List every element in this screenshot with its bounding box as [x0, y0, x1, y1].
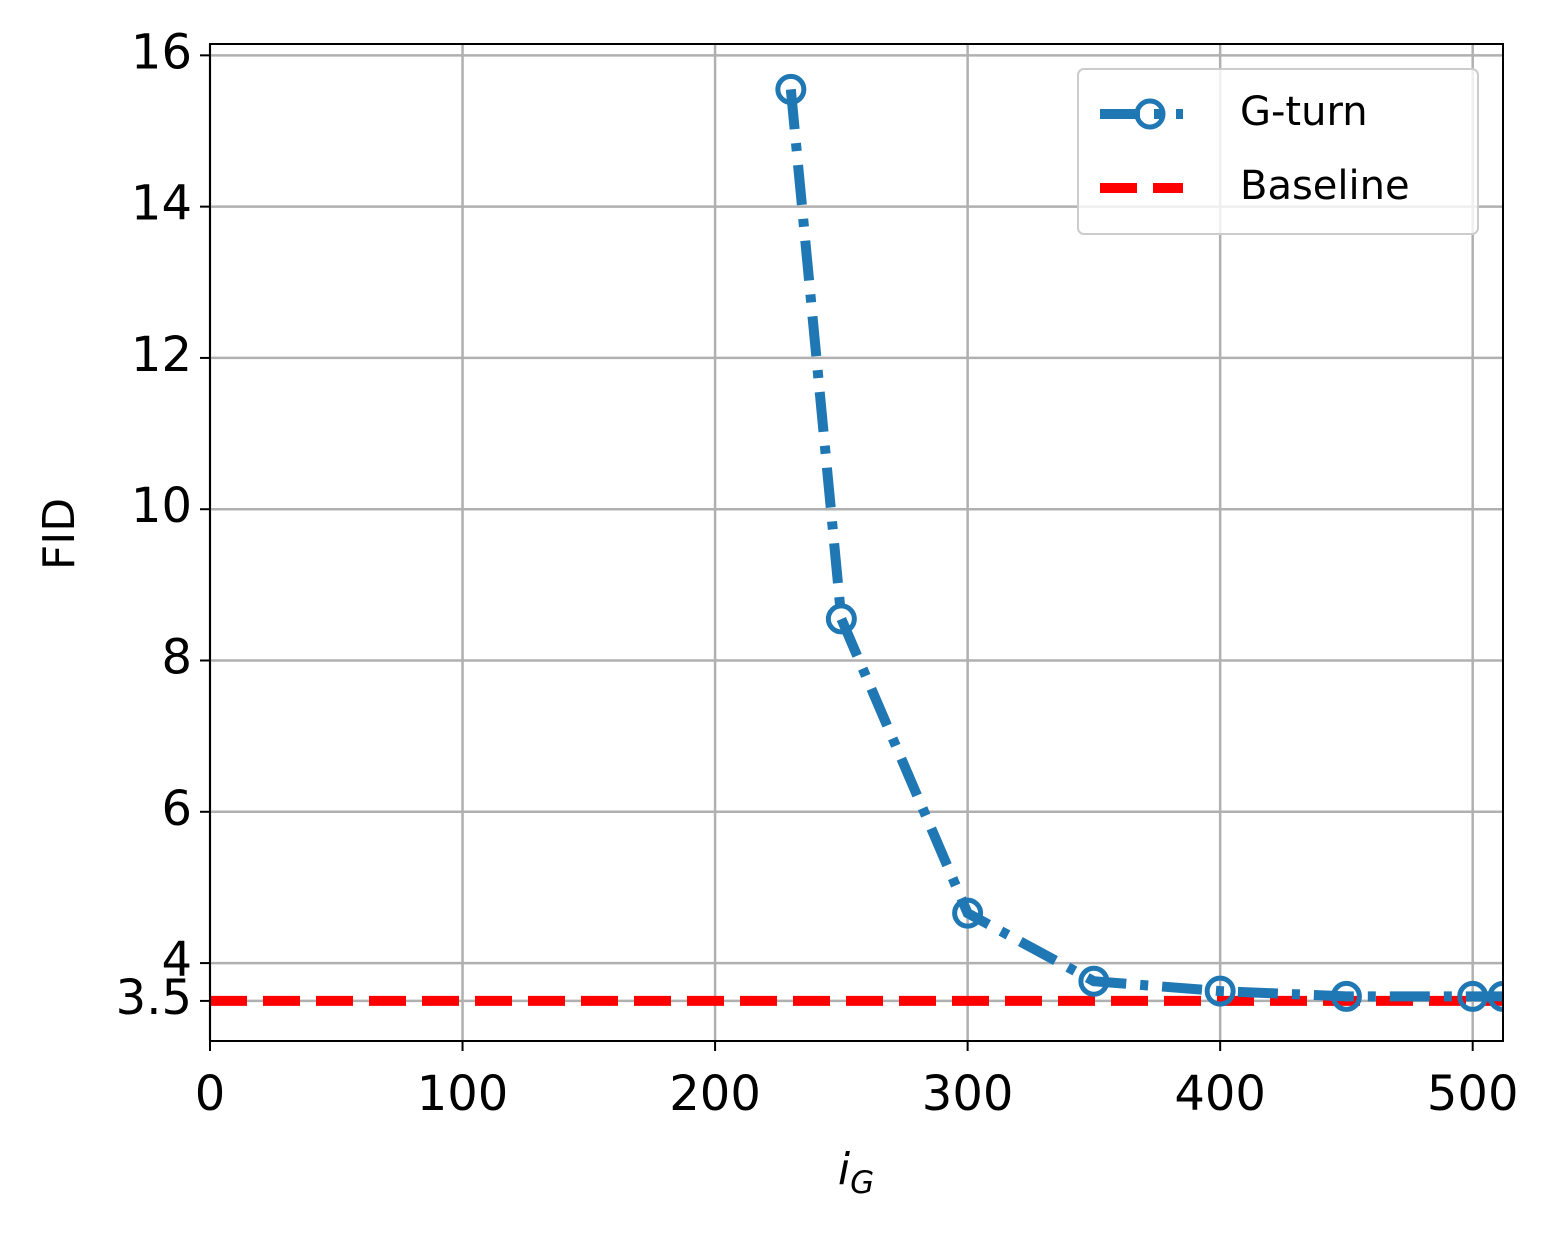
- y-tick-label: 12: [131, 327, 192, 383]
- y-tick-label: 10: [131, 478, 192, 534]
- series-line: [785, 88, 1503, 1002]
- y-tick-label: 8: [161, 630, 192, 686]
- x-tick-label: 500: [1427, 1066, 1519, 1122]
- x-axis-label-main: i: [838, 1144, 851, 1195]
- x-tick-label: 200: [669, 1066, 761, 1122]
- marker: [825, 603, 857, 635]
- y-tick-label: 4: [161, 932, 192, 988]
- legend-label: Baseline: [1240, 163, 1410, 209]
- legend-marker: [1134, 98, 1166, 130]
- y-tick-label: 3.5: [116, 970, 192, 1026]
- y-tick-label: 6: [161, 781, 192, 837]
- marker: [1330, 980, 1362, 1012]
- marker: [952, 897, 984, 929]
- plot-frame: [209, 43, 1504, 1042]
- y-axis-label: FID: [34, 498, 85, 570]
- marker: [1487, 980, 1503, 1012]
- x-tick-label: 100: [417, 1066, 509, 1122]
- legend-label: G-turn: [1240, 89, 1368, 135]
- x-tick-label: 400: [1174, 1066, 1266, 1122]
- y-tick-label: 14: [131, 176, 192, 232]
- marker: [1457, 980, 1489, 1012]
- y-tick-label: 16: [131, 24, 192, 80]
- x-axis-label: iG: [838, 1144, 874, 1201]
- marker: [1204, 975, 1236, 1007]
- marker: [1078, 965, 1110, 997]
- marker: [775, 73, 807, 105]
- x-axis-label-sub: G: [850, 1165, 874, 1201]
- x-tick-label: 0: [195, 1066, 226, 1122]
- x-tick-label: 300: [922, 1066, 1014, 1122]
